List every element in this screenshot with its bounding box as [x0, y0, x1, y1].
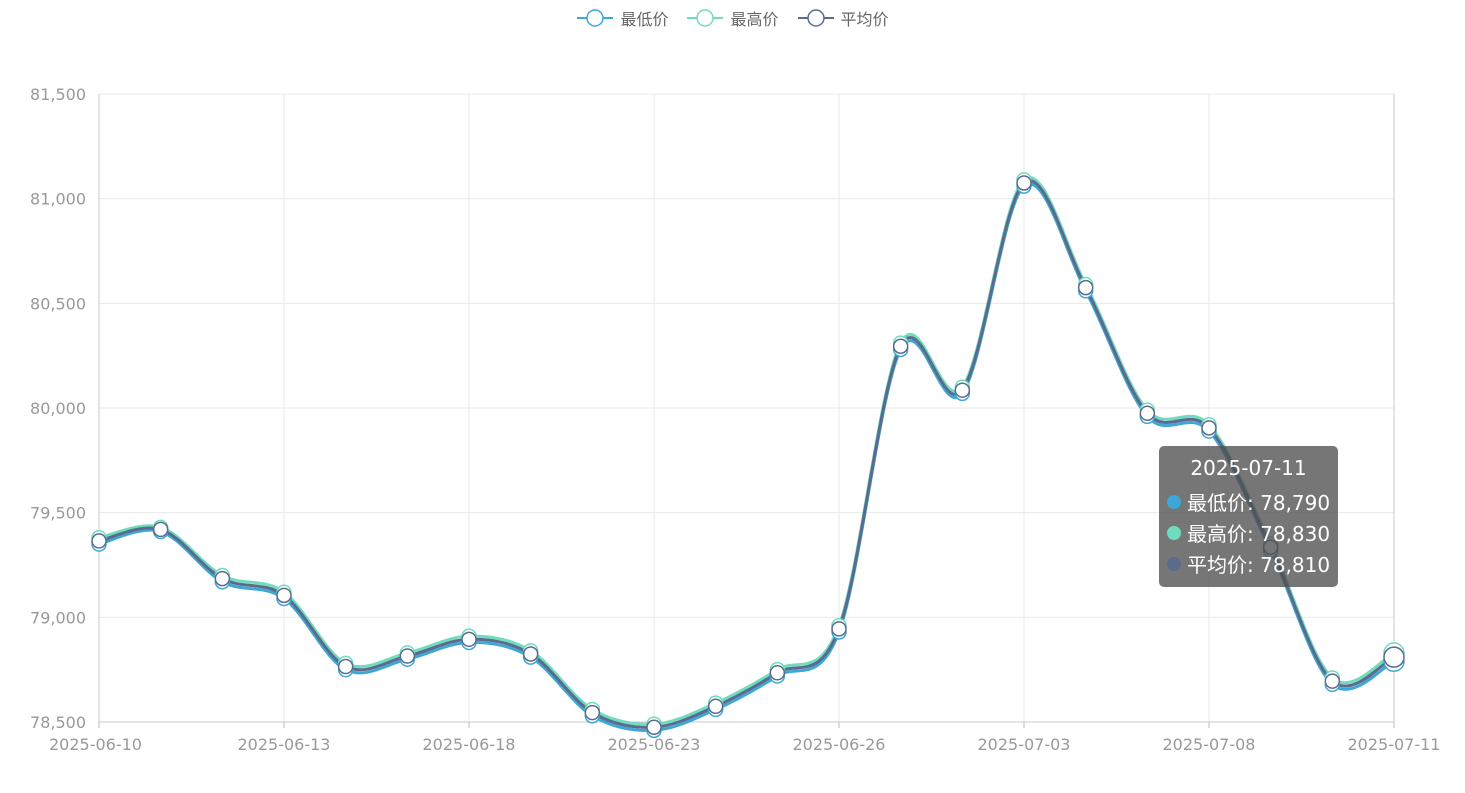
data-point-2-11 [769, 665, 786, 681]
data-point-2-13 [892, 338, 909, 354]
data-point-2-21 [1383, 646, 1405, 668]
x-tick-label: 2025-06-26 [793, 735, 886, 754]
tooltip-row-low: 最低价: 78,790 [1167, 486, 1330, 517]
legend-label-low: 最低价 [620, 10, 669, 29]
tooltip-dot-icon [1167, 494, 1181, 509]
tooltip-dot-icon [1167, 556, 1181, 571]
data-point-2-3 [276, 587, 292, 604]
data-point-2-5 [399, 648, 416, 664]
data-point-2-1 [152, 521, 169, 538]
tooltip-value-high: 最高价: 78,830 [1187, 522, 1331, 546]
legend-label-high: 最高价 [730, 10, 779, 29]
data-point-2-8 [584, 704, 601, 721]
y-tick-label: 81,500 [30, 85, 86, 104]
data-point-2-7 [522, 646, 539, 662]
legend-item-avg[interactable]: 平均价 [797, 6, 889, 30]
tooltip-title: 2025-07-11 [1190, 456, 1307, 480]
y-tick-label: 78,500 [30, 713, 86, 732]
data-point-2-10 [707, 698, 724, 715]
data-point-2-15 [1016, 175, 1032, 191]
y-tick-label: 80,500 [30, 294, 86, 313]
y-tick-label: 81,000 [30, 190, 86, 209]
x-tick-label: 2025-07-03 [978, 735, 1071, 754]
legend-line-circle-icon [797, 9, 834, 27]
legend-line-circle-icon [577, 9, 614, 27]
data-point-2-18 [1201, 420, 1217, 436]
data-point-2-4 [337, 658, 354, 675]
legend-item-high[interactable]: 最高价 [686, 6, 779, 30]
tooltip-value-avg: 平均价: 78,810 [1187, 553, 1331, 577]
legend-label-avg: 平均价 [840, 10, 889, 29]
x-tick-label: 2025-06-10 [49, 735, 142, 754]
x-tick-label: 2025-06-18 [423, 735, 516, 754]
data-point-2-0 [91, 533, 107, 549]
data-point-2-14 [954, 382, 971, 398]
x-tick-label: 2025-07-08 [1163, 735, 1256, 754]
y-tick-label: 79,000 [30, 608, 86, 627]
data-point-2-17 [1139, 405, 1156, 421]
x-tick-label: 2025-06-13 [238, 735, 331, 754]
legend-line-circle-icon [687, 9, 724, 27]
data-point-2-2 [214, 570, 231, 587]
y-tick-label: 79,500 [30, 504, 86, 523]
data-tooltip: 2025-07-11 最低价: 78,790 最高价: 78,830 平均价: … [1159, 446, 1338, 587]
tooltip-dot-icon [1167, 525, 1181, 540]
data-point-2-16 [1077, 279, 1094, 296]
x-tick-label: 2025-07-11 [1348, 735, 1441, 754]
data-point-2-20 [1324, 673, 1341, 689]
x-tick-label: 2025-06-23 [608, 735, 701, 754]
y-tick-label: 80,000 [30, 399, 86, 418]
tooltip-row-high: 最高价: 78,830 [1167, 517, 1330, 548]
data-point-2-6 [461, 631, 477, 648]
legend: 最低价 最高价 平均价 [0, 6, 1465, 30]
data-point-2-12 [831, 621, 847, 637]
tooltip-row-avg: 平均价: 78,810 [1167, 548, 1330, 579]
data-point-2-9 [646, 719, 662, 735]
legend-item-low[interactable]: 最低价 [576, 6, 668, 30]
tooltip-value-low: 最低价: 78,790 [1187, 491, 1331, 515]
